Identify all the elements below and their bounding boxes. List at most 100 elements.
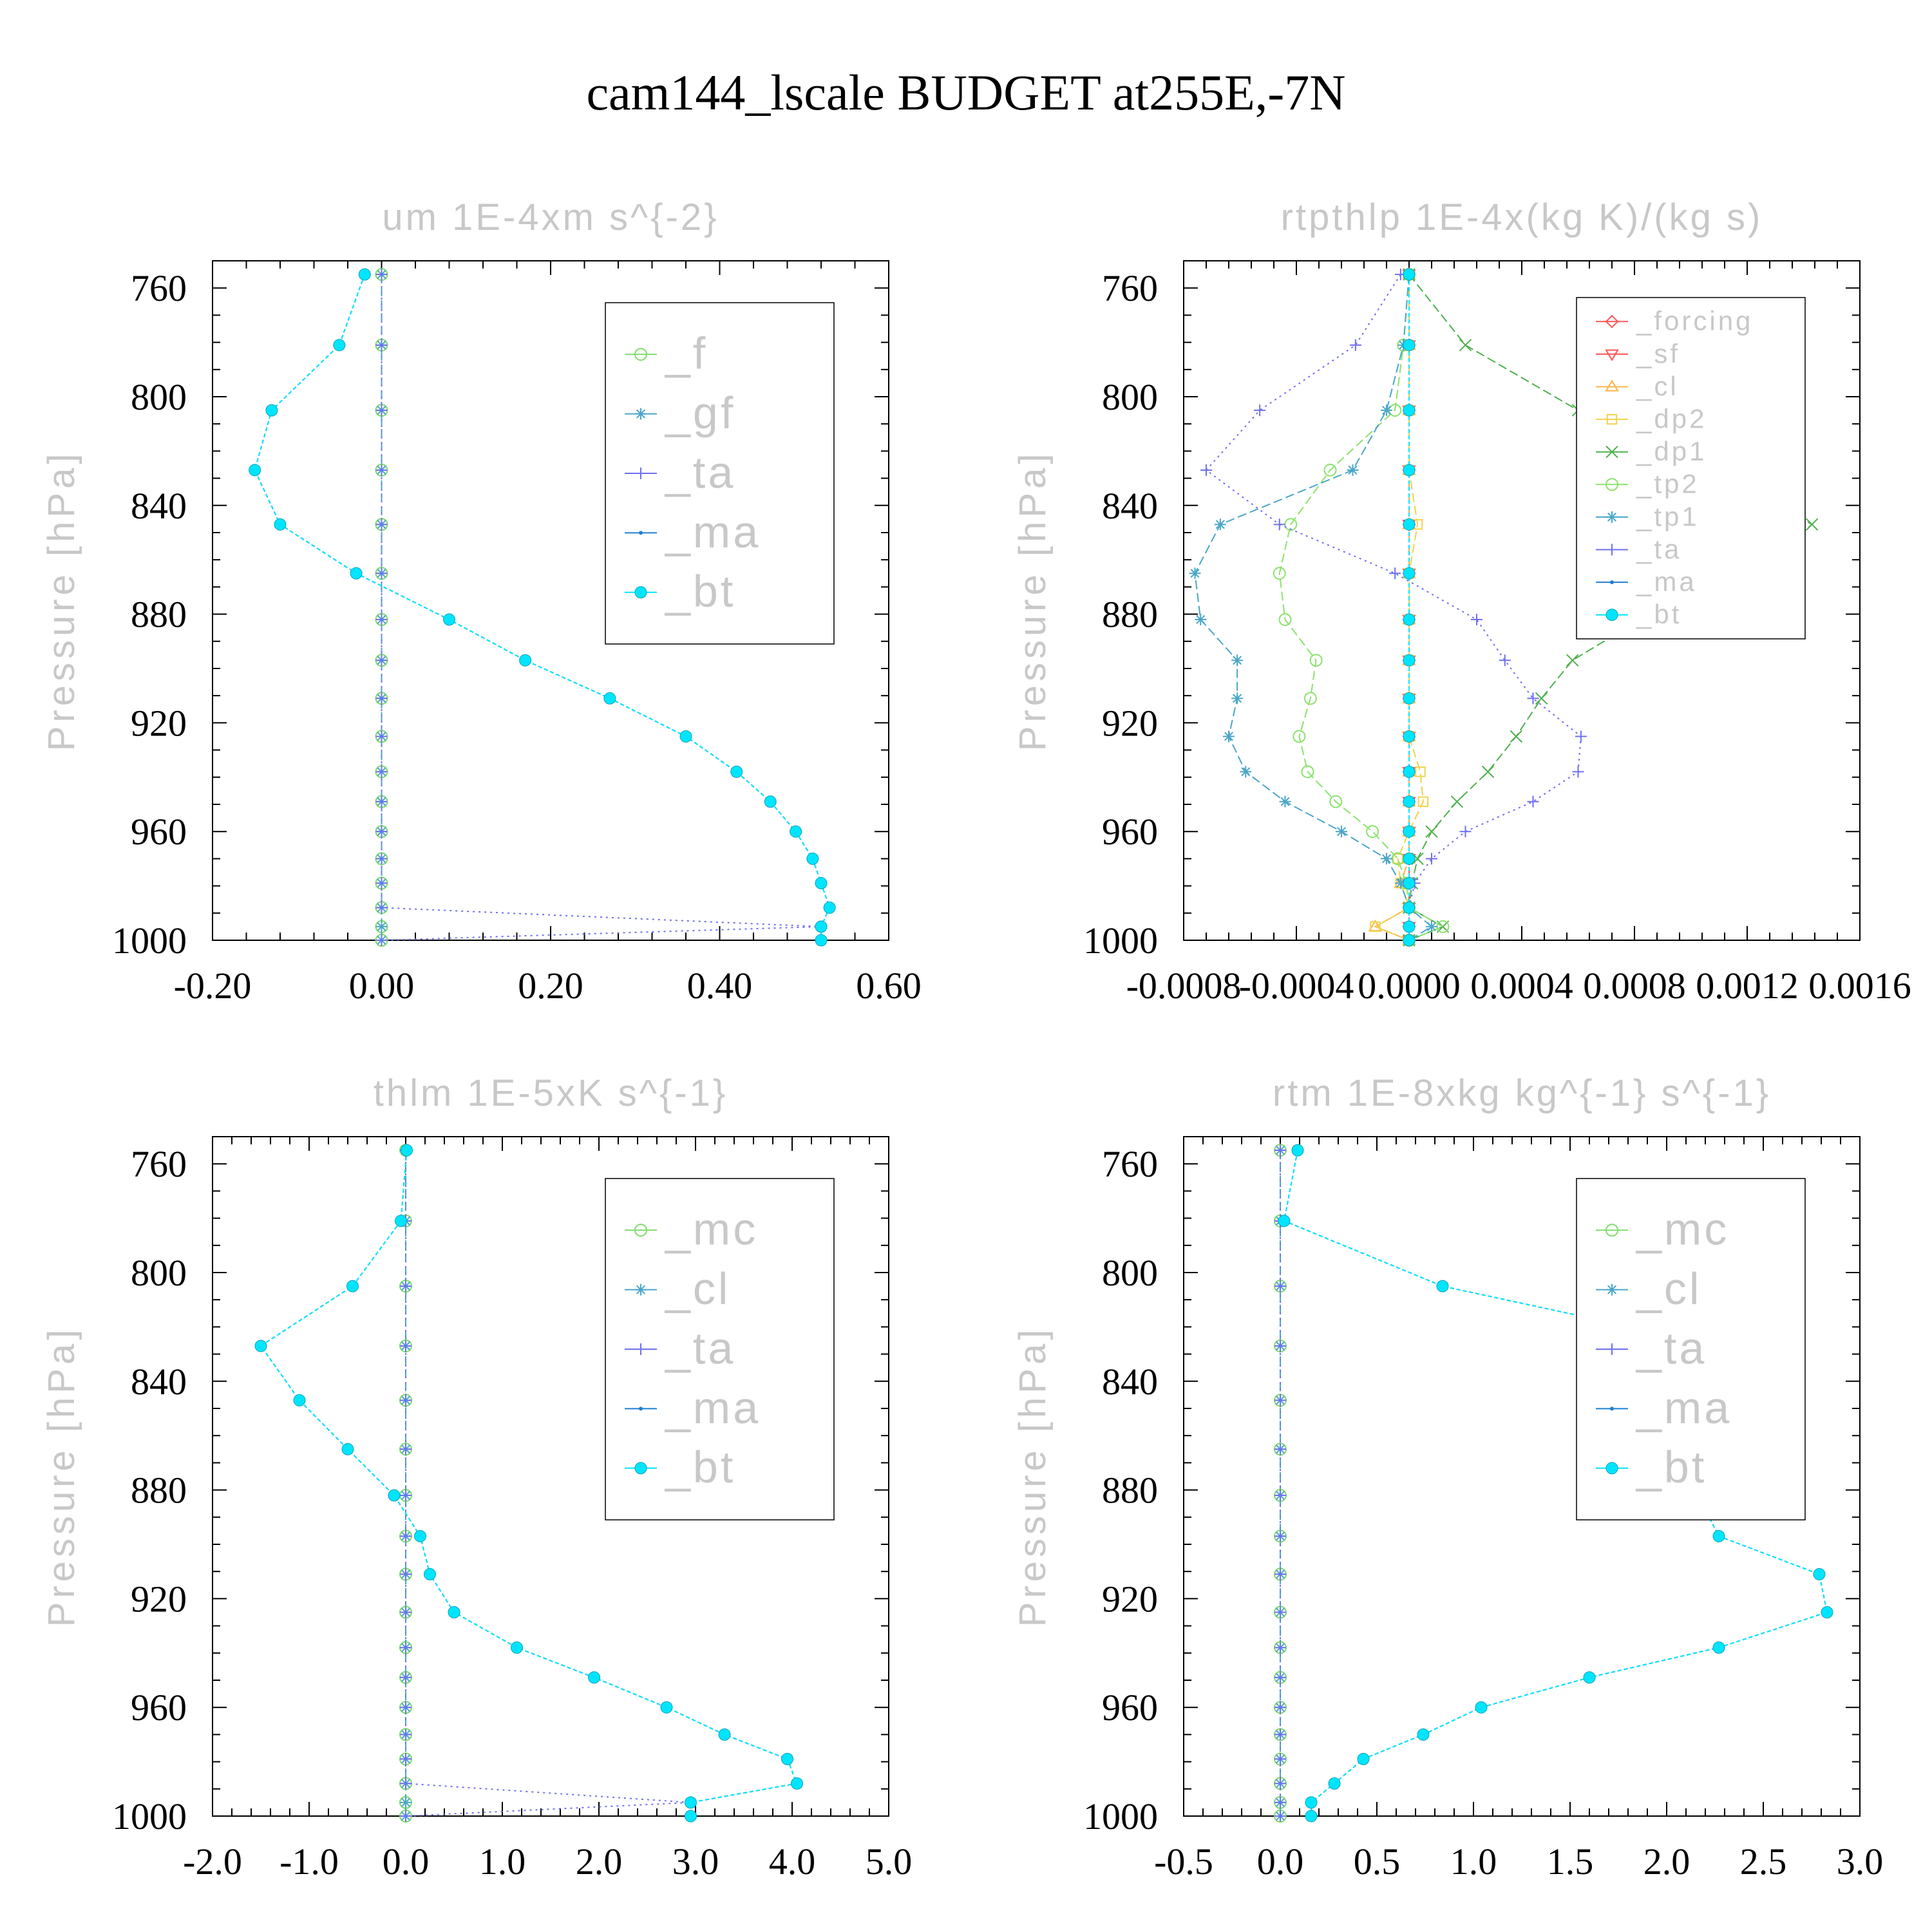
x-tick-label: 0.0 [383,1841,430,1882]
data-point [1821,1606,1833,1618]
legend-swatch-marker [635,408,647,420]
y-tick-label: 1000 [112,920,187,961]
data-point [1813,1567,1826,1580]
data-point [375,877,388,889]
data-point [1347,464,1359,476]
y-axis-label: Pressure [hPa] [41,450,82,752]
data-point [375,795,388,808]
series-cl [1274,1144,1286,1822]
y-tick-label: 920 [131,1578,187,1620]
data-point [1403,901,1416,914]
data-point [1535,692,1548,705]
data-point [375,518,388,531]
data-point [718,1728,731,1741]
y-tick-label: 960 [131,1687,187,1728]
data-point [1403,692,1416,705]
data-point [1349,339,1361,351]
x-tick-label: 0.0004 [1470,965,1573,1007]
data-point [1274,1728,1286,1741]
data-point [1254,404,1266,417]
data-point [293,1394,306,1406]
legend-swatch-marker [634,586,647,599]
data-point [1394,877,1406,889]
legend-swatch-marker [635,468,647,479]
y-tick-label: 800 [131,1252,187,1294]
legend-label: _dp1 [1636,436,1707,466]
legend-label: _bt [664,566,735,616]
data-point [375,614,388,626]
data-point [401,1144,413,1157]
data-point [1575,730,1587,743]
data-point [1583,1671,1596,1684]
data-point [1475,1701,1488,1714]
data-point [1471,614,1482,626]
data-point [1274,1796,1286,1808]
data-point [375,269,388,281]
data-point [1214,518,1226,531]
data-point [375,339,388,351]
data-point [400,1606,412,1618]
data-point [1336,826,1347,838]
data-point [1274,1642,1286,1654]
data-point [1274,1777,1286,1790]
data-point [1189,567,1201,580]
data-point [1274,1394,1286,1406]
data-point [400,1340,412,1352]
data-point [1805,518,1819,531]
data-point [400,1642,412,1654]
x-tick-label: -0.5 [1154,1841,1213,1882]
data-point [1274,1568,1286,1580]
series-cl [400,1144,412,1822]
y-tick-label: 840 [1102,1361,1158,1403]
legend-swatch-marker [635,1283,647,1296]
data-point [1527,692,1539,705]
x-tick-label: 0.0012 [1696,965,1799,1007]
data-point [265,404,278,417]
legend-swatch-marker [1605,379,1619,392]
data-point [781,1752,793,1765]
y-tick-label: 960 [131,811,187,853]
data-point [1712,1530,1725,1542]
series-bt [254,1144,803,1823]
legend-label: _gf [664,388,735,438]
y-tick-label: 760 [1102,1143,1158,1185]
data-point [1415,766,1426,777]
data-point [1403,825,1416,838]
data-point [1274,1701,1286,1714]
data-point [1403,852,1416,865]
series-dp2 [1370,269,1429,946]
data-point [400,1443,412,1455]
data-point [1279,795,1291,808]
x-tick-label: 0.5 [1354,1841,1401,1882]
data-point [1274,1144,1286,1157]
data-point [1499,654,1511,667]
x-tick-label: -0.0008 [1126,965,1242,1007]
data-point [1381,404,1392,417]
y-tick-label: 880 [131,1470,187,1511]
legend-swatch-marker [1606,544,1618,556]
data-point [1323,463,1337,477]
data-point [1274,1671,1286,1683]
legend-label: _ta [1636,534,1681,564]
data-point [764,795,777,808]
data-point [823,901,836,914]
data-point [346,1280,359,1293]
legend-swatch-marker [1606,511,1618,523]
data-point [1370,921,1381,933]
series-line [1374,274,1424,941]
data-point [395,1215,407,1227]
data-point [1403,613,1416,626]
data-point [1403,934,1416,947]
data-point [1566,654,1579,667]
x-tick-label: 0.0000 [1358,965,1461,1007]
x-tick-label: 3.0 [1837,1841,1884,1882]
data-point [375,826,388,838]
data-point [400,1671,412,1683]
data-point [1274,1490,1286,1502]
y-tick-label: 800 [1102,376,1158,418]
data-point [1366,825,1379,838]
y-tick-label: 1000 [112,1795,187,1837]
data-point [1450,795,1464,808]
data-point [1425,825,1438,838]
data-point [1273,567,1286,580]
